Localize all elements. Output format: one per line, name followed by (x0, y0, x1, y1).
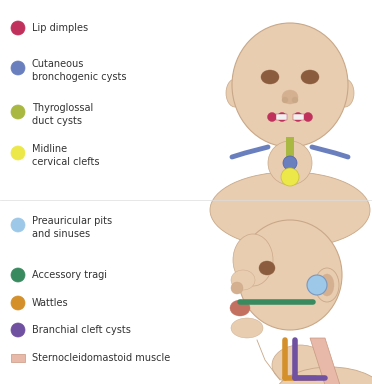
Text: Accessory tragi: Accessory tragi (32, 270, 107, 280)
Ellipse shape (210, 172, 370, 248)
Text: bronchogenic cysts: bronchogenic cysts (32, 72, 126, 82)
Ellipse shape (259, 261, 275, 275)
Ellipse shape (231, 270, 255, 290)
Bar (11, 354, 25, 362)
Ellipse shape (230, 300, 250, 316)
Circle shape (281, 168, 299, 186)
Bar (293, 114, 304, 120)
Ellipse shape (238, 220, 342, 330)
Text: Sternocleidomastoid muscle: Sternocleidomastoid muscle (32, 353, 170, 363)
Circle shape (11, 21, 25, 35)
Circle shape (292, 97, 298, 103)
Ellipse shape (233, 234, 273, 286)
Circle shape (294, 113, 302, 121)
Ellipse shape (272, 345, 328, 384)
Circle shape (11, 61, 25, 75)
Circle shape (283, 156, 297, 170)
Circle shape (278, 113, 286, 121)
Ellipse shape (231, 318, 263, 338)
Text: Thyroglossal: Thyroglossal (32, 103, 93, 113)
Circle shape (231, 282, 243, 294)
Ellipse shape (268, 141, 312, 185)
Circle shape (11, 105, 25, 119)
Circle shape (11, 146, 25, 160)
Text: Lip dimples: Lip dimples (32, 23, 88, 33)
Ellipse shape (261, 70, 279, 84)
Text: Branchial cleft cysts: Branchial cleft cysts (32, 325, 131, 335)
Ellipse shape (320, 274, 334, 296)
Ellipse shape (282, 90, 298, 104)
Ellipse shape (226, 79, 244, 107)
Text: and sinuses: and sinuses (32, 229, 90, 239)
Circle shape (11, 323, 25, 337)
Circle shape (11, 218, 25, 232)
Bar (276, 114, 287, 120)
Text: Wattles: Wattles (32, 298, 68, 308)
Circle shape (307, 275, 327, 295)
Ellipse shape (301, 70, 319, 84)
Text: duct cysts: duct cysts (32, 116, 82, 126)
Circle shape (11, 268, 25, 282)
Circle shape (304, 113, 312, 121)
Text: Preauricular pits: Preauricular pits (32, 216, 112, 226)
Ellipse shape (232, 23, 348, 147)
Bar (286, 137, 294, 177)
Circle shape (11, 296, 25, 310)
Polygon shape (310, 338, 340, 384)
Circle shape (267, 113, 276, 121)
Text: Cutaneous: Cutaneous (32, 59, 84, 69)
Ellipse shape (275, 367, 372, 384)
Circle shape (282, 97, 288, 103)
Text: cervical clefts: cervical clefts (32, 157, 99, 167)
Ellipse shape (315, 268, 339, 302)
Ellipse shape (336, 79, 354, 107)
Text: Midline: Midline (32, 144, 67, 154)
